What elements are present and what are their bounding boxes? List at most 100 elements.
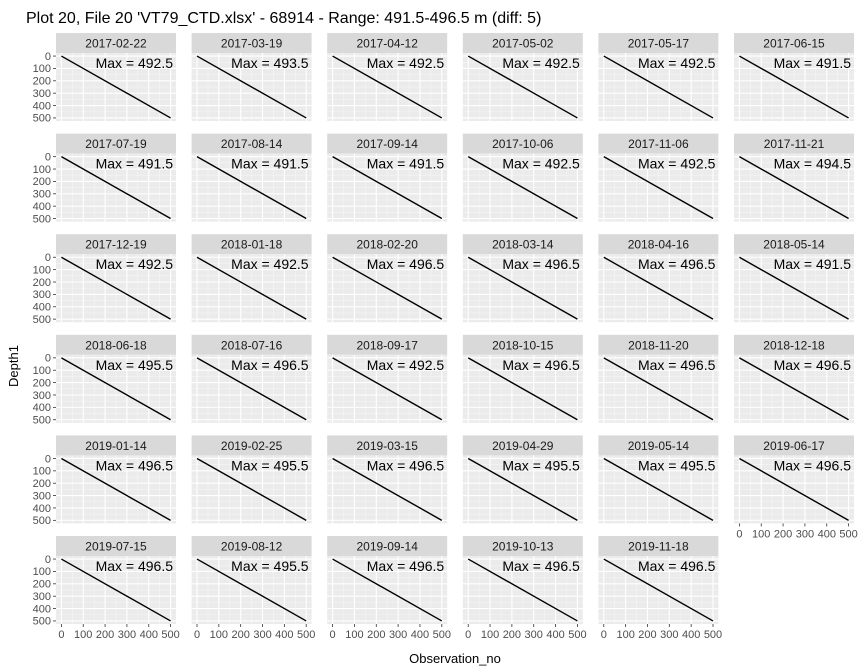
x-tick-label: 400	[546, 629, 564, 641]
max-annotation: Max = 496.5	[638, 558, 716, 574]
facet-panel: 2018-10-15 Max = 496.5	[462, 334, 583, 423]
x-tick-label: 300	[118, 629, 136, 641]
max-annotation: Max = 491.5	[231, 156, 309, 172]
max-annotation: Max = 496.5	[367, 558, 445, 574]
x-tick-label: 400	[682, 629, 700, 641]
facet-panel: 2017-09-14 Max = 491.5	[327, 133, 448, 222]
y-tick-label: 300	[33, 289, 51, 301]
x-tick-label: 200	[503, 629, 521, 641]
facet-strip	[734, 234, 854, 255]
facet-strip	[191, 234, 312, 255]
x-tick-label: 300	[525, 629, 543, 641]
y-tick-label: 0	[45, 51, 51, 63]
facet-strip	[191, 334, 312, 355]
y-tick-label: 200	[33, 76, 51, 88]
max-annotation: Max = 491.5	[774, 55, 852, 71]
depth-profile-line	[603, 156, 714, 220]
y-tick-label: 100	[33, 365, 51, 377]
x-tick-label: 100	[616, 629, 634, 641]
facet-panel: 2017-08-14 Max = 491.5	[191, 133, 312, 222]
x-tick-label: 100	[752, 528, 770, 540]
facet-panel: 2018-05-14 Max = 491.5	[734, 234, 854, 323]
x-tick-label: 100	[345, 629, 363, 641]
depth-profile-line	[739, 357, 849, 421]
facet-strip-label: 2018-01-18	[221, 238, 283, 252]
facet-strip	[56, 234, 176, 255]
x-tick-label: 400	[140, 629, 158, 641]
facet-strip	[462, 133, 583, 154]
max-annotation: Max = 496.5	[96, 457, 174, 473]
depth-profile-line	[332, 256, 443, 320]
max-annotation: Max = 496.5	[367, 457, 445, 473]
facet-strip-label: 2019-08-12	[221, 540, 283, 554]
y-tick-label: 500	[33, 415, 51, 427]
facet-strip-label: 2019-07-15	[85, 540, 147, 554]
facet-strip	[598, 334, 719, 355]
facet-strip-label: 2017-12-19	[85, 238, 147, 252]
depth-profile-line	[61, 357, 171, 421]
y-tick-label: 400	[33, 503, 51, 515]
facet-strip	[191, 133, 312, 154]
max-annotation: Max = 495.5	[502, 457, 580, 473]
facet-strip	[462, 334, 583, 355]
x-tick-label: 0	[465, 629, 471, 641]
x-axis-title: Observation_no	[409, 651, 501, 666]
facet-strip-label: 2017-09-14	[357, 137, 419, 151]
facet-strip-label: 2017-08-14	[221, 137, 283, 151]
y-tick-label: 0	[45, 252, 51, 264]
depth-profile-line	[603, 55, 714, 119]
x-tick-label: 0	[58, 629, 64, 641]
facet-strip	[734, 133, 854, 154]
depth-profile-line	[739, 156, 849, 220]
max-annotation: Max = 495.5	[96, 357, 174, 373]
max-annotation: Max = 492.5	[367, 55, 445, 71]
y-tick-label: 400	[33, 201, 51, 213]
depth-profile-line	[61, 558, 171, 622]
facet-strip-label: 2019-03-15	[357, 439, 419, 453]
x-tick-label: 300	[389, 629, 407, 641]
facet-strip-label: 2017-06-15	[763, 37, 825, 51]
max-annotation: Max = 496.5	[638, 256, 716, 272]
facet-strip	[598, 133, 719, 154]
facet-strip-label: 2017-11-06	[628, 137, 689, 151]
max-annotation: Max = 495.5	[231, 457, 309, 473]
facet-strip	[734, 334, 854, 355]
y-tick-label: 100	[33, 63, 51, 75]
max-annotation: Max = 496.5	[367, 256, 445, 272]
x-tick-label: 200	[774, 528, 792, 540]
depth-profile-line	[603, 256, 714, 320]
facet-strip-label: 2019-11-18	[628, 540, 689, 554]
y-tick-label: 300	[33, 490, 51, 502]
facet-strip	[327, 435, 448, 456]
facet-strip-label: 2019-02-25	[221, 439, 283, 453]
y-tick-label: 0	[45, 151, 51, 163]
facet-strip	[327, 334, 448, 355]
max-annotation: Max = 491.5	[367, 156, 445, 172]
depth-profile-line	[196, 256, 307, 320]
facet-panel: 2018-01-18 Max = 492.5	[191, 234, 312, 323]
y-tick-label: 200	[33, 176, 51, 188]
x-tick-label: 500	[433, 629, 451, 641]
x-tick-label: 300	[660, 629, 678, 641]
y-tick-label: 200	[33, 579, 51, 591]
facet-strip	[327, 536, 448, 556]
y-tick-label: 0	[45, 453, 51, 465]
max-annotation: Max = 491.5	[96, 156, 174, 172]
max-annotation: Max = 496.5	[774, 457, 852, 473]
x-tick-label: 400	[275, 629, 293, 641]
depth-profile-line	[196, 558, 307, 622]
depth-profile-line	[603, 457, 714, 521]
y-tick-label: 200	[33, 377, 51, 389]
facet-strip	[56, 133, 176, 154]
facet-strip-label: 2019-01-14	[85, 439, 147, 453]
facet-strip-label: 2018-10-15	[492, 338, 554, 352]
max-annotation: Max = 492.5	[96, 256, 174, 272]
facet-strip	[56, 334, 176, 355]
facet-strip	[56, 435, 176, 456]
facet-strip	[598, 33, 719, 53]
